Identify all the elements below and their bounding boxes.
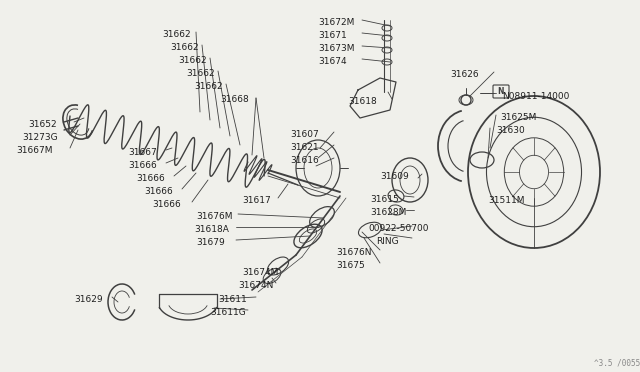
Text: 31616: 31616 xyxy=(290,156,319,165)
Text: 31511M: 31511M xyxy=(488,196,525,205)
Text: 00922-50700: 00922-50700 xyxy=(368,224,429,233)
Text: 31675: 31675 xyxy=(336,261,365,270)
Text: 31666: 31666 xyxy=(144,187,173,196)
Text: 31667M: 31667M xyxy=(16,146,52,155)
Text: 31621: 31621 xyxy=(290,143,319,152)
Text: 31662: 31662 xyxy=(170,43,198,52)
Text: 31630: 31630 xyxy=(496,126,525,135)
Text: 31671: 31671 xyxy=(318,31,347,40)
Text: ^3.5 /0055: ^3.5 /0055 xyxy=(594,358,640,367)
Text: 31618A: 31618A xyxy=(194,225,229,234)
Text: 31628M: 31628M xyxy=(370,208,406,217)
Text: 31666: 31666 xyxy=(136,174,164,183)
Text: N: N xyxy=(498,87,504,96)
Text: 31662: 31662 xyxy=(178,56,207,65)
Text: 31662: 31662 xyxy=(194,82,223,91)
Text: 31676M: 31676M xyxy=(196,212,232,221)
Text: 31672M: 31672M xyxy=(318,18,355,27)
Text: 31607: 31607 xyxy=(290,130,319,139)
Text: 31652: 31652 xyxy=(28,120,56,129)
Text: 31666: 31666 xyxy=(152,200,180,209)
Text: 31674M: 31674M xyxy=(242,268,278,277)
Text: 31667: 31667 xyxy=(128,148,157,157)
Text: 31674: 31674 xyxy=(318,57,347,66)
Text: 31626: 31626 xyxy=(450,70,479,79)
Text: 31679: 31679 xyxy=(196,238,225,247)
Text: 31611: 31611 xyxy=(218,295,247,304)
Text: N08911-14000: N08911-14000 xyxy=(502,92,570,101)
Text: 31625M: 31625M xyxy=(500,113,536,122)
Text: 31615: 31615 xyxy=(370,195,399,204)
Text: 31273G: 31273G xyxy=(22,133,58,142)
Text: 31618: 31618 xyxy=(348,97,377,106)
Text: 31662: 31662 xyxy=(186,69,214,78)
Text: 31611G: 31611G xyxy=(210,308,246,317)
Text: 31673M: 31673M xyxy=(318,44,355,53)
Text: 31668: 31668 xyxy=(220,95,249,104)
Text: RING: RING xyxy=(376,237,399,246)
Text: 31676N: 31676N xyxy=(336,248,371,257)
Text: 31662: 31662 xyxy=(162,30,191,39)
Text: 31674N: 31674N xyxy=(238,281,273,290)
Text: 31617: 31617 xyxy=(242,196,271,205)
Text: 31629: 31629 xyxy=(74,295,102,304)
Text: 31609: 31609 xyxy=(380,172,409,181)
Text: 31666: 31666 xyxy=(128,161,157,170)
